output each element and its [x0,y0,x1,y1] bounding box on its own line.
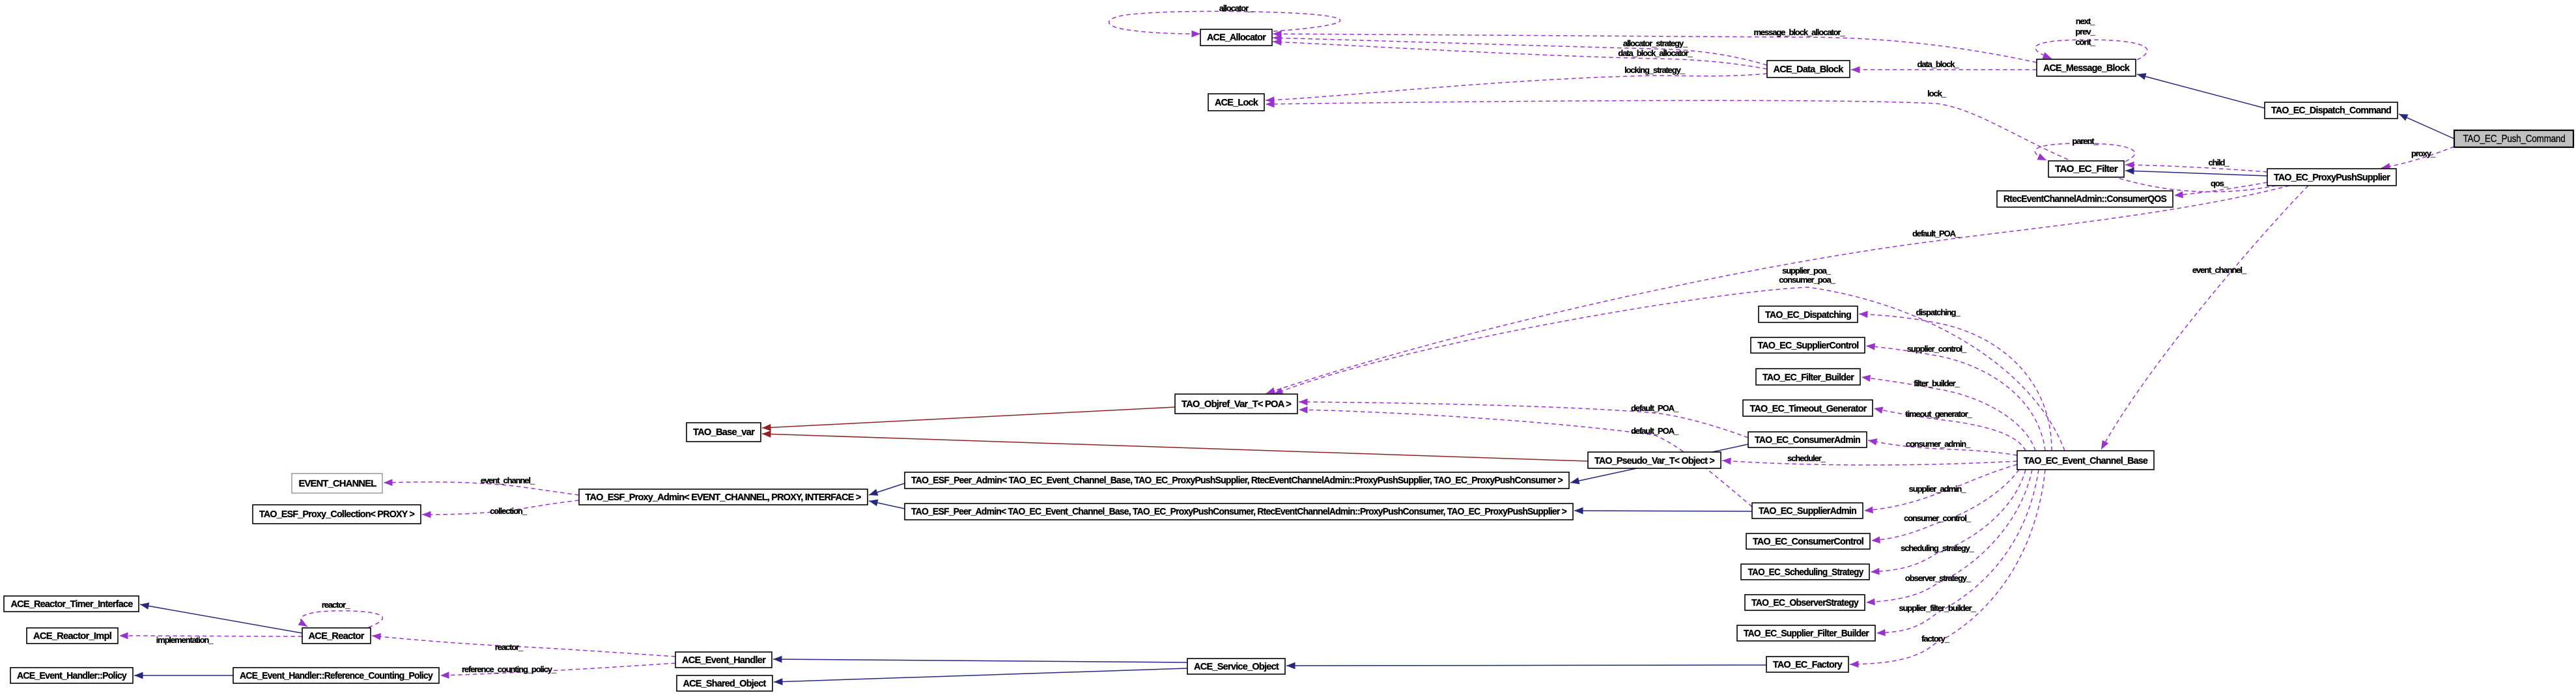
svg-text:TAO_EC_Event_Channel_Base: TAO_EC_Event_Channel_Base [2024,455,2147,466]
svg-text:collection_: collection_ [490,506,528,516]
svg-text:TAO_Objref_Var_T< POA >: TAO_Objref_Var_T< POA > [1182,399,1292,410]
svg-text:default_POA_: default_POA_ [1912,229,1960,238]
svg-text:TAO_EC_Supplier_Filter_Builder: TAO_EC_Supplier_Filter_Builder [1744,628,1869,639]
svg-text:implementation_: implementation_ [156,635,214,645]
svg-text:TAO_EC_ProxyPushSupplier: TAO_EC_ProxyPushSupplier [2274,172,2390,183]
svg-text:next_: next_ [2076,16,2095,26]
svg-text:default_POA_: default_POA_ [1631,403,1679,413]
svg-text:ACE_Event_Handler::Reference_C: ACE_Event_Handler::Reference_Counting_Po… [240,670,433,681]
svg-text:TAO_EC_Push_Command: TAO_EC_Push_Command [2463,134,2566,145]
svg-text:allocator_strategy_: allocator_strategy_ [1623,38,1688,48]
svg-text:TAO_EC_SupplierControl: TAO_EC_SupplierControl [1758,340,1860,351]
svg-text:TAO_EC_Scheduling_Strategy: TAO_EC_Scheduling_Strategy [1748,567,1864,578]
svg-text:parent_: parent_ [2072,136,2099,146]
svg-text:EVENT_CHANNEL: EVENT_CHANNEL [299,478,377,489]
svg-text:TAO_ESF_Proxy_Admin< EVENT_CHA: TAO_ESF_Proxy_Admin< EVENT_CHANNEL, PROX… [586,492,862,503]
svg-text:qos_: qos_ [2211,178,2229,188]
svg-text:reactor_: reactor_ [495,642,524,652]
svg-text:factory_: factory_ [1921,634,1950,644]
svg-text:ACE_Reactor_Impl: ACE_Reactor_Impl [33,631,112,642]
svg-text:supplier_filter_builder_: supplier_filter_builder_ [1899,603,1976,613]
svg-text:TAO_EC_Timeout_Generator: TAO_EC_Timeout_Generator [1750,403,1867,414]
svg-text:TAO_ESF_Proxy_Collection< PROX: TAO_ESF_Proxy_Collection< PROXY > [259,509,415,520]
svg-text:filter_builder_: filter_builder_ [1914,378,1960,388]
svg-text:dispatching_: dispatching_ [1916,307,1961,317]
svg-text:RtecEventChannelAdmin::Consume: RtecEventChannelAdmin::ConsumerQOS [2003,193,2167,205]
svg-text:TAO_ESF_Peer_Admin< TAO_EC_Eve: TAO_ESF_Peer_Admin< TAO_EC_Event_Channel… [911,506,1567,517]
svg-text:ACE_Allocator: ACE_Allocator [1207,32,1266,43]
svg-text:child_: child_ [2209,158,2230,167]
svg-text:TAO_Base_var: TAO_Base_var [693,427,755,438]
svg-text:supplier_admin_: supplier_admin_ [1909,484,1967,494]
svg-text:data_block_: data_block_ [1917,59,1959,69]
svg-text:TAO_EC_Filter: TAO_EC_Filter [2055,163,2118,175]
svg-text:consumer_control_: consumer_control_ [1904,513,1972,523]
svg-text:consumer_admin_: consumer_admin_ [1906,439,1971,449]
svg-text:ACE_Message_Block: ACE_Message_Block [2043,63,2130,74]
svg-text:ACE_Event_Handler::Policy: ACE_Event_Handler::Policy [17,670,127,681]
svg-text:locking_strategy_: locking_strategy_ [1624,65,1686,75]
svg-text:supplier_control_: supplier_control_ [1907,344,1967,354]
svg-text:TAO_EC_ConsumerControl: TAO_EC_ConsumerControl [1753,536,1864,547]
svg-text:ACE_Shared_Object: ACE_Shared_Object [683,678,767,689]
svg-text:ACE_Lock: ACE_Lock [1215,97,1258,108]
svg-text:TAO_EC_ObserverStrategy: TAO_EC_ObserverStrategy [1751,597,1859,608]
svg-text:data_block_allocator_: data_block_allocator_ [1618,48,1693,58]
svg-text:prev_: prev_ [2075,27,2095,36]
svg-text:observer_strategy_: observer_strategy_ [1905,573,1972,583]
svg-text:ACE_Reactor: ACE_Reactor [309,631,365,642]
svg-text:TAO_EC_Dispatch_Command: TAO_EC_Dispatch_Command [2271,105,2392,116]
svg-text:timeout_generator_: timeout_generator_ [1905,409,1972,419]
svg-text:ACE_Event_Handler: ACE_Event_Handler [682,655,766,666]
svg-text:message_block_allocator_: message_block_allocator_ [1753,27,1845,37]
svg-text:ACE_Service_Object: ACE_Service_Object [1194,661,1279,672]
svg-text:TAO_EC_SupplierAdmin: TAO_EC_SupplierAdmin [1759,505,1857,517]
svg-text:supplier_poa_: supplier_poa_ [1782,266,1832,276]
svg-text:scheduling_strategy_: scheduling_strategy_ [1901,543,1975,553]
svg-text:reference_counting_policy_: reference_counting_policy_ [462,664,557,674]
svg-text:TAO_EC_Dispatching: TAO_EC_Dispatching [1765,309,1852,320]
svg-text:proxy_: proxy_ [2411,149,2436,158]
svg-text:event_channel_: event_channel_ [481,475,535,485]
svg-text:lock_: lock_ [1927,89,1947,98]
svg-text:scheduler_: scheduler_ [1787,453,1826,463]
svg-text:event_channel_: event_channel_ [2192,265,2247,275]
svg-text:default_POA_: default_POA_ [1631,426,1679,436]
svg-text:reactor_: reactor_ [322,600,350,610]
svg-text:TAO_EC_Filter_Builder: TAO_EC_Filter_Builder [1762,372,1854,383]
svg-text:TAO_EC_ConsumerAdmin: TAO_EC_ConsumerAdmin [1755,434,1861,446]
svg-text:TAO_EC_Factory: TAO_EC_Factory [1773,659,1843,670]
svg-text:consumer_poa_: consumer_poa_ [1779,275,1835,285]
svg-text:TAO_ESF_Peer_Admin< TAO_EC_Eve: TAO_ESF_Peer_Admin< TAO_EC_Event_Channel… [911,475,1563,486]
svg-text:TAO_Pseudo_Var_T< Object >: TAO_Pseudo_Var_T< Object > [1594,455,1715,466]
svg-text:ACE_Reactor_Timer_Interface: ACE_Reactor_Timer_Interface [11,599,133,610]
svg-text:cont_: cont_ [2075,37,2095,47]
svg-text:ACE_Data_Block: ACE_Data_Block [1774,64,1844,75]
svg-text:allocator_: allocator_ [1219,3,1253,13]
